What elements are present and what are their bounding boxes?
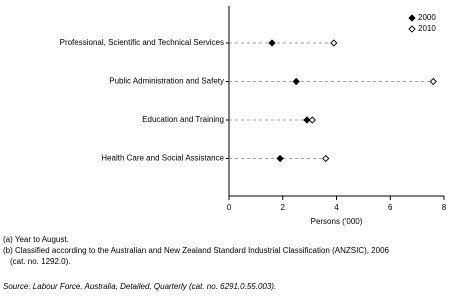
dot [322, 154, 330, 163]
footnote: (cat. no. 1292.0). [10, 257, 70, 266]
dot [268, 39, 276, 47]
footnote: (a) Year to August. [3, 235, 69, 244]
x-tick-label: 4 [334, 203, 339, 212]
dot [292, 77, 300, 86]
dot [308, 116, 316, 124]
legend-label: 2000 [418, 13, 436, 22]
legend-label: 2010 [418, 24, 436, 33]
x-tick-label: 0 [227, 203, 232, 212]
dot [429, 77, 437, 86]
x-tick-label: 6 [388, 203, 393, 212]
dot [330, 39, 338, 47]
x-tick-label: 8 [442, 203, 447, 212]
dot [276, 154, 284, 163]
category-label: Public Administration and Safety [109, 77, 224, 86]
category-label: Professional, Scientific and Technical S… [60, 38, 224, 47]
legend-marker [408, 25, 416, 33]
dot [303, 116, 311, 124]
category-label: Health Care and Social Assistance [101, 154, 224, 163]
footnote: (b) Classified according to the Australi… [3, 246, 390, 255]
legend-marker [408, 14, 416, 22]
source: Source: Labour Force, Australia, Detaile… [3, 282, 276, 291]
x-tick-label: 2 [281, 203, 286, 212]
x-axis-label: Persons ('000) [311, 217, 363, 226]
category-label: Education and Training [142, 115, 224, 124]
